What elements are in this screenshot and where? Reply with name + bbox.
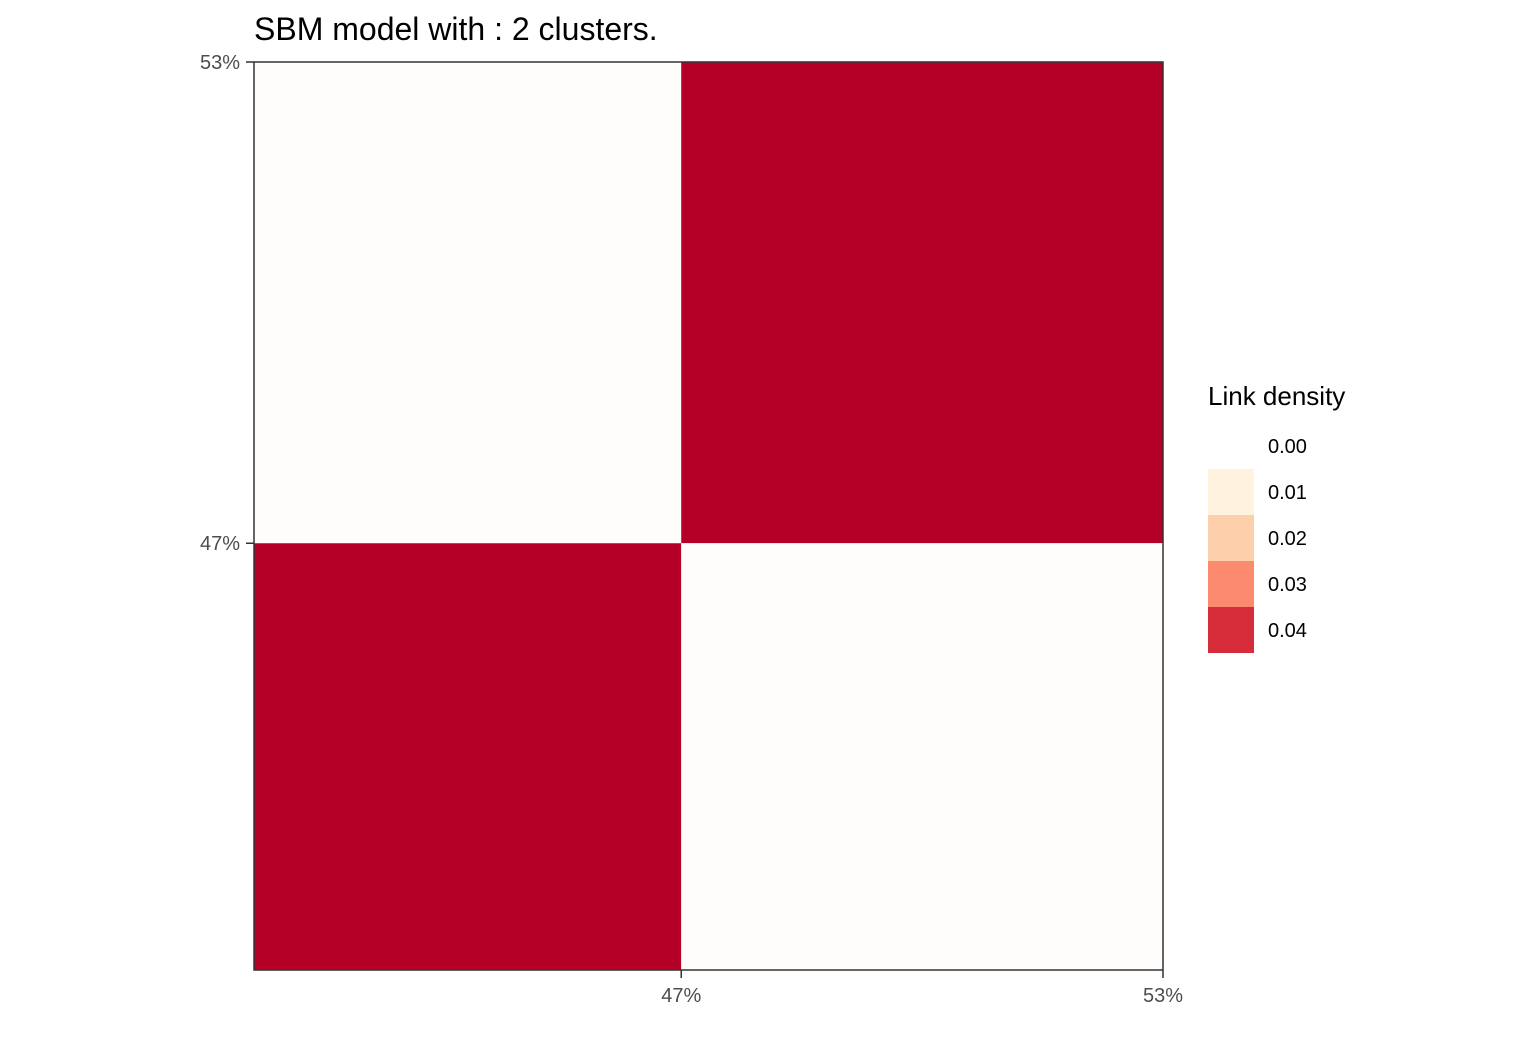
plot-frame xyxy=(253,61,1164,971)
legend-swatch xyxy=(1208,423,1254,469)
legend-swatch xyxy=(1208,515,1254,561)
legend-label: 0.01 xyxy=(1268,482,1307,504)
legend-entries: 0.00 0.01 0.02 0.03 0.04 xyxy=(1208,423,1307,653)
y-tick-label: 53% xyxy=(200,52,240,74)
legend: Link density 0.00 0.01 0.02 0.03 0.04 xyxy=(1208,381,1345,653)
legend-label: 0.02 xyxy=(1268,528,1307,550)
legend-swatch xyxy=(1208,469,1254,515)
heatmap-cell xyxy=(254,62,682,544)
heatmap-cells xyxy=(254,62,1163,970)
x-tick-label: 47% xyxy=(661,985,701,1007)
legend-label: 0.03 xyxy=(1268,574,1307,596)
legend-swatch xyxy=(1208,561,1254,607)
legend-title: Link density xyxy=(1208,381,1345,411)
heatmap-cell xyxy=(681,543,1163,970)
heatmap-cell xyxy=(254,543,682,970)
axis-ticks: 47% 53% 47% 53% xyxy=(200,52,1183,1007)
legend-swatch xyxy=(1208,607,1254,653)
legend-label: 0.00 xyxy=(1268,436,1307,458)
y-tick-label: 47% xyxy=(200,533,240,555)
heatmap-cell xyxy=(681,62,1163,544)
legend-label: 0.04 xyxy=(1268,620,1307,642)
x-tick-label: 53% xyxy=(1143,985,1183,1007)
chart-title: SBM model with : 2 clusters. xyxy=(254,11,658,47)
